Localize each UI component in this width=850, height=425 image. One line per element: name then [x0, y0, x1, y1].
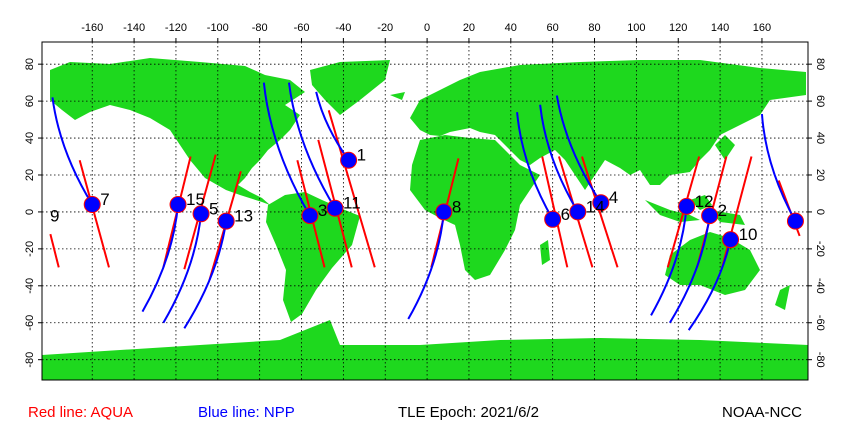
npp-track	[141, 204, 180, 313]
south-america	[266, 192, 360, 322]
y-tick-label: 40	[24, 132, 36, 144]
pass-label: 3	[318, 201, 327, 220]
y-tick-label: -80	[24, 352, 36, 368]
y-tick-label: -40	[24, 278, 36, 294]
y-tick-label: 60	[24, 95, 36, 107]
x-tick-label: 60	[547, 22, 559, 34]
y-tick-label: 80	[24, 58, 36, 70]
aqua-legend: Red line: AQUA	[28, 404, 133, 421]
pass-label: 14	[586, 197, 605, 216]
antarctica	[42, 320, 808, 380]
pass-label: 7	[100, 190, 109, 209]
pass-label: 15	[186, 190, 205, 209]
npp-legend: Blue line: NPP	[198, 404, 295, 421]
y-tick-label: 0	[24, 209, 36, 215]
npp-track	[669, 215, 711, 324]
aqua-track	[49, 233, 60, 268]
pass-marker	[326, 199, 344, 217]
pass-label: 12	[695, 192, 714, 211]
npp-track	[183, 221, 228, 329]
pass-marker	[786, 212, 804, 230]
pass-marker	[83, 196, 101, 214]
pass-label: 8	[452, 197, 461, 216]
x-tick-label: 40	[505, 22, 517, 34]
pass-label: 9	[50, 207, 59, 226]
pass-label: 2	[718, 201, 727, 220]
x-tick-label: 0	[424, 22, 430, 34]
pass-label: 11	[343, 194, 361, 213]
npp-track	[162, 213, 203, 324]
y-tick-label: -60	[814, 315, 826, 331]
x-tick-label: 80	[588, 22, 600, 34]
x-tick-label: -60	[294, 22, 310, 34]
pass-label: 10	[739, 225, 758, 244]
pass-marker	[217, 212, 235, 230]
x-tick-label: 140	[711, 22, 729, 34]
y-tick-label: 20	[24, 169, 36, 181]
npp-track	[287, 82, 336, 209]
pass-marker	[340, 151, 358, 169]
y-tick-label: 0	[814, 209, 826, 215]
npp-track	[760, 113, 797, 222]
greenland	[310, 60, 390, 115]
npp-track	[539, 104, 579, 213]
pass-marker	[192, 205, 210, 223]
pass-marker	[544, 210, 562, 228]
npp-track	[262, 82, 311, 217]
pass-marker	[169, 196, 187, 214]
pass-label: 5	[209, 199, 218, 218]
y-tick-label: -40	[814, 278, 826, 294]
npp-track	[516, 112, 554, 220]
y-tick-label: 40	[814, 132, 826, 144]
pass-marker	[435, 203, 453, 221]
pass-marker	[678, 197, 696, 215]
pass-marker	[301, 207, 319, 225]
land	[42, 58, 808, 380]
pass-label: 4	[609, 188, 618, 207]
npp-track	[407, 211, 445, 320]
x-tick-label: 100	[627, 22, 645, 34]
pass-label: 13	[234, 207, 253, 226]
australia	[665, 232, 760, 295]
pass-marker	[592, 194, 610, 212]
y-tick-label: 80	[814, 58, 826, 70]
x-tick-label: 120	[669, 22, 687, 34]
x-tick-label: -20	[377, 22, 393, 34]
x-tick-label: 20	[463, 22, 475, 34]
x-tick-label: -80	[252, 22, 268, 34]
x-tick-label: -120	[165, 22, 187, 34]
y-tick-label: -60	[24, 315, 36, 331]
x-tick-label: -100	[207, 22, 229, 34]
y-tick-label: -20	[814, 241, 826, 257]
pass-label: 6	[561, 205, 570, 224]
x-tick-label: -40	[335, 22, 351, 34]
x-tick-label: 160	[753, 22, 771, 34]
aqua-track	[327, 110, 376, 268]
npp-track	[555, 95, 602, 204]
npp-track	[51, 97, 94, 206]
aqua-track	[721, 156, 753, 268]
aqua-track	[78, 159, 110, 268]
y-tick-label: -20	[24, 241, 36, 257]
npp-track	[687, 239, 732, 331]
pass-label: 1	[357, 146, 366, 165]
x-tick-label: -140	[123, 22, 145, 34]
pass-marker	[701, 207, 719, 225]
y-tick-label: 20	[814, 169, 826, 181]
north-america	[50, 58, 305, 205]
africa	[410, 135, 540, 280]
map-frame	[41, 41, 809, 381]
credit: NOAA-NCC	[722, 404, 802, 421]
x-tick-label: -160	[81, 22, 103, 34]
pass-marker	[722, 231, 740, 249]
aqua-track	[581, 156, 619, 268]
eurasia	[410, 60, 806, 190]
tle-epoch: TLE Epoch: 2021/6/2	[398, 404, 539, 421]
y-tick-label: 60	[814, 95, 826, 107]
y-tick-label: -80	[814, 352, 826, 368]
pass-marker	[569, 203, 587, 221]
npp-track	[650, 206, 688, 316]
